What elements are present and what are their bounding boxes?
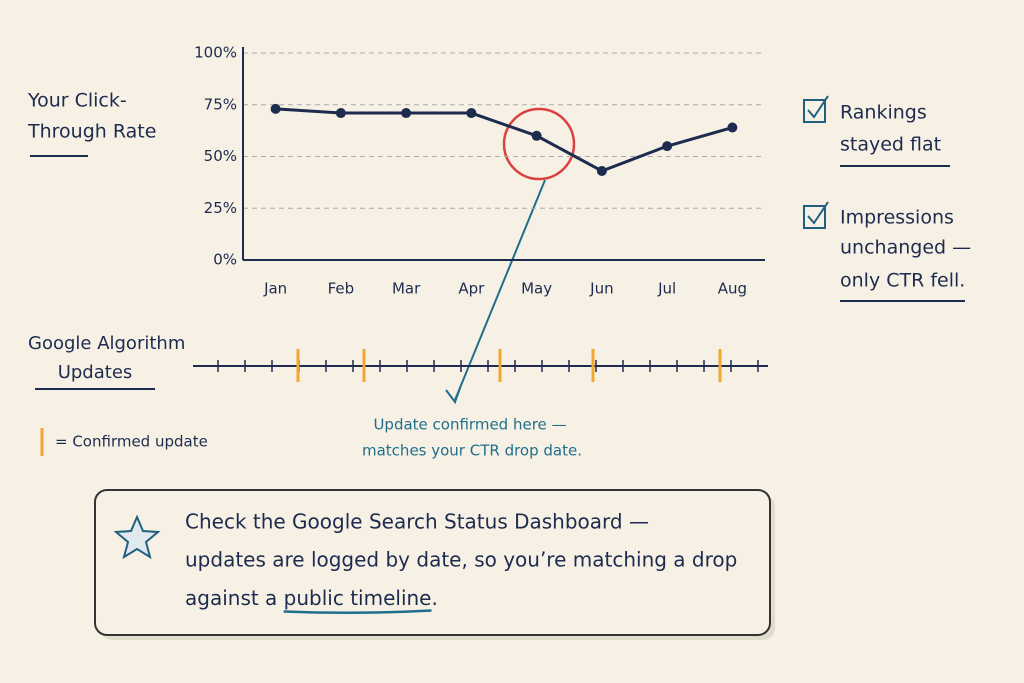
y-label: Your Click- [27, 90, 127, 112]
x-tick-label: Jan [263, 280, 287, 298]
x-tick-label: Jun [589, 280, 613, 298]
y-label: Through Rate [27, 121, 156, 143]
line [275, 107, 733, 173]
point [270, 103, 281, 114]
point [466, 108, 477, 119]
callout-highlight: public timeline [284, 586, 432, 610]
timeline-label: Google Algorithm [28, 333, 185, 354]
timeline-ticks [217, 360, 759, 372]
check-item: stayed flat [840, 134, 941, 156]
annotation: matches your CTR drop date. [362, 442, 582, 460]
y-tick-label: 100% [194, 44, 237, 62]
star-icon [113, 514, 161, 560]
callout-text: against a [185, 586, 284, 610]
callout-box [94, 489, 771, 636]
point [531, 130, 542, 141]
y-tick-label: 25% [204, 199, 237, 217]
point [401, 108, 412, 119]
annotation: Update confirmed here — [373, 416, 566, 434]
highlight-underline [283, 609, 432, 615]
point [727, 122, 738, 133]
point [596, 165, 607, 176]
check-item: Rankings [840, 102, 927, 124]
x-tick-label: Apr [458, 280, 485, 298]
callout-text: updates are logged by date, so you’re ma… [185, 548, 737, 572]
y-tick-label: 75% [204, 95, 237, 113]
x-tick-label: Mar [392, 280, 421, 298]
y-tick-label: 0% [213, 251, 237, 269]
highlight-circle [502, 107, 576, 181]
point [335, 108, 346, 119]
checkbox [803, 95, 829, 229]
x-tick-label: Jul [657, 280, 676, 298]
check-item: Impressions [840, 207, 954, 229]
y-tick-label: 50% [204, 147, 237, 165]
update-markers [296, 349, 722, 382]
legend-text: = Confirmed update [55, 433, 208, 451]
arrow-head [445, 387, 461, 405]
annotation-arrow [454, 179, 546, 401]
chart: 0% 25% 50% 75% 100% Jan Feb Mar Apr May Jun Jul Aug [194, 44, 765, 298]
timeline-label: Updates [58, 362, 133, 383]
check-item: unchanged — [840, 237, 971, 259]
check-item: only CTR fell. [840, 270, 965, 292]
x-tick-label: Feb [328, 280, 355, 298]
callout-text: Check the Google Search Status Dashboard… [185, 510, 649, 534]
x-tick-label: Aug [718, 280, 747, 298]
x-tick-label: May [521, 280, 552, 298]
callout-text: against a public timeline. [185, 586, 438, 610]
callout-text: . [431, 586, 437, 610]
point [662, 141, 673, 152]
